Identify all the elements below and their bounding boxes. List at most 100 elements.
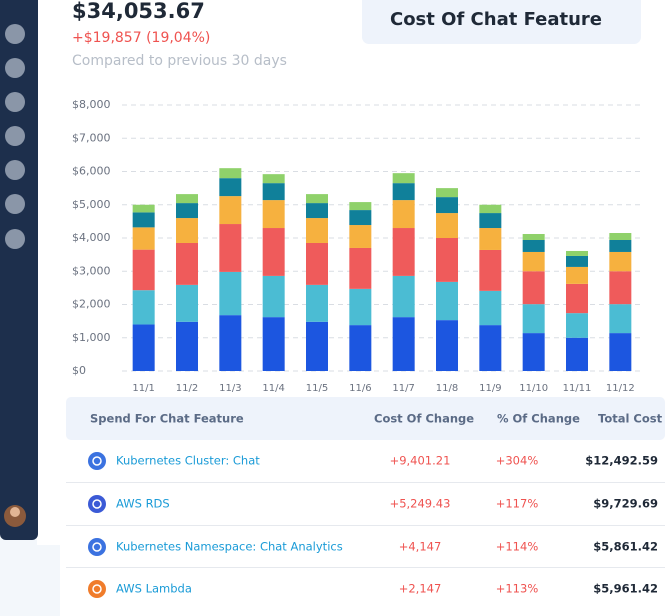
bar-segment <box>262 228 285 276</box>
bar-segment <box>609 233 632 240</box>
bar-segment <box>176 203 198 219</box>
table-cell: +304% <box>496 454 539 468</box>
x-tick-label: 11/12 <box>606 383 635 394</box>
nav-icon[interactable] <box>5 126 25 146</box>
y-tick-label: $3,000 <box>72 264 111 277</box>
table-cell: $5,861.42 <box>593 540 658 554</box>
bar-segment <box>436 238 458 282</box>
x-tick-label: 11/9 <box>479 383 501 394</box>
bar-segment <box>392 200 415 229</box>
column-header: Cost Of Change <box>374 412 474 426</box>
bar-segment <box>219 224 242 272</box>
bar-segment <box>132 290 155 325</box>
bar-segment <box>392 228 415 276</box>
bar-segment <box>349 288 372 326</box>
service-name: AWS RDS <box>116 497 170 511</box>
bar-segment <box>609 239 632 252</box>
change-amount: +$19,857 (19,04%) <box>72 30 210 46</box>
nav-icon[interactable] <box>5 229 25 249</box>
y-tick-label: $7,000 <box>72 131 111 144</box>
bar-segment <box>479 249 502 291</box>
bar-segment <box>479 228 502 250</box>
bar-segment <box>306 218 328 243</box>
bar-segment <box>566 313 588 338</box>
x-tick-label: 11/5 <box>306 383 328 394</box>
service-icon-inner <box>92 542 102 552</box>
bar-segment <box>522 333 545 371</box>
bar-segment <box>392 183 415 201</box>
nav-icon[interactable] <box>5 92 25 112</box>
bar-segment <box>479 204 502 214</box>
x-tick-label: 11/4 <box>262 383 284 394</box>
bar-segment <box>522 234 545 240</box>
bar-segment <box>176 321 198 371</box>
table-header <box>66 397 665 440</box>
bar-segment <box>392 317 415 371</box>
bar-segment <box>566 283 588 314</box>
table-cell: $9,729.69 <box>593 497 658 511</box>
bar-segment <box>522 251 545 272</box>
table-cell: $12,492.59 <box>585 454 658 468</box>
bar-segment <box>609 251 632 272</box>
bar-segment <box>262 183 285 201</box>
service-icon <box>88 452 106 470</box>
table-cell: +9,401.21 <box>390 454 451 468</box>
x-tick-label: 11/7 <box>392 383 414 394</box>
bar-segment <box>306 242 328 285</box>
bar-segment <box>479 325 502 371</box>
bar-segment <box>262 317 285 371</box>
bar-segment <box>392 275 415 318</box>
bar-segment <box>176 242 198 285</box>
table-cell: +5,249.43 <box>390 497 451 511</box>
nav-icon[interactable] <box>5 160 25 180</box>
nav-icon[interactable] <box>5 194 25 214</box>
bar-segment <box>479 213 502 229</box>
nav-icon[interactable] <box>5 24 25 44</box>
x-tick-label: 11/1 <box>132 383 154 394</box>
bar-segment <box>262 275 285 318</box>
x-tick-label: 11/2 <box>176 383 198 394</box>
y-tick-label: $0 <box>72 364 86 377</box>
x-tick-label: 11/3 <box>219 383 241 394</box>
bar-segment <box>436 197 458 214</box>
bar-segment <box>306 203 328 219</box>
x-tick-label: 11/11 <box>563 383 592 394</box>
bar-segment <box>132 324 155 371</box>
bar-segment <box>176 218 198 243</box>
title-card <box>362 0 641 44</box>
service-icon-inner <box>92 456 102 466</box>
table-cell: +113% <box>496 582 539 596</box>
bar-segment <box>479 290 502 326</box>
service-icon <box>88 495 106 513</box>
bar-segment <box>349 202 372 211</box>
bar-segment <box>176 194 198 204</box>
bar-segment <box>262 200 285 229</box>
sidebar <box>0 0 38 540</box>
y-tick-label: $4,000 <box>72 231 111 244</box>
bar-segment <box>566 337 588 371</box>
avatar-face <box>10 507 20 517</box>
service-icon-inner <box>92 584 102 594</box>
bar-segment <box>219 271 242 316</box>
y-tick-label: $5,000 <box>72 198 111 211</box>
nav-icon[interactable] <box>5 58 25 78</box>
card-title: Cost Of Chat Feature <box>390 9 602 30</box>
bar-segment <box>609 271 632 305</box>
total-amount: $34,053.67 <box>72 0 205 23</box>
bar-segment <box>436 320 458 371</box>
y-tick-label: $6,000 <box>72 165 111 178</box>
bar-segment <box>132 212 155 228</box>
table-cell: +2,147 <box>399 582 442 596</box>
bar-segment <box>349 247 372 289</box>
bar-segment <box>219 168 242 179</box>
table-cell: +117% <box>496 497 539 511</box>
bar-segment <box>262 174 285 184</box>
bar-segment <box>436 281 458 321</box>
bar-segment <box>522 304 545 334</box>
x-tick-label: 11/8 <box>436 383 458 394</box>
x-tick-label: 11/10 <box>519 383 548 394</box>
bar-segment <box>219 196 242 225</box>
bar-segment <box>132 227 155 250</box>
bar-segment <box>349 325 372 371</box>
